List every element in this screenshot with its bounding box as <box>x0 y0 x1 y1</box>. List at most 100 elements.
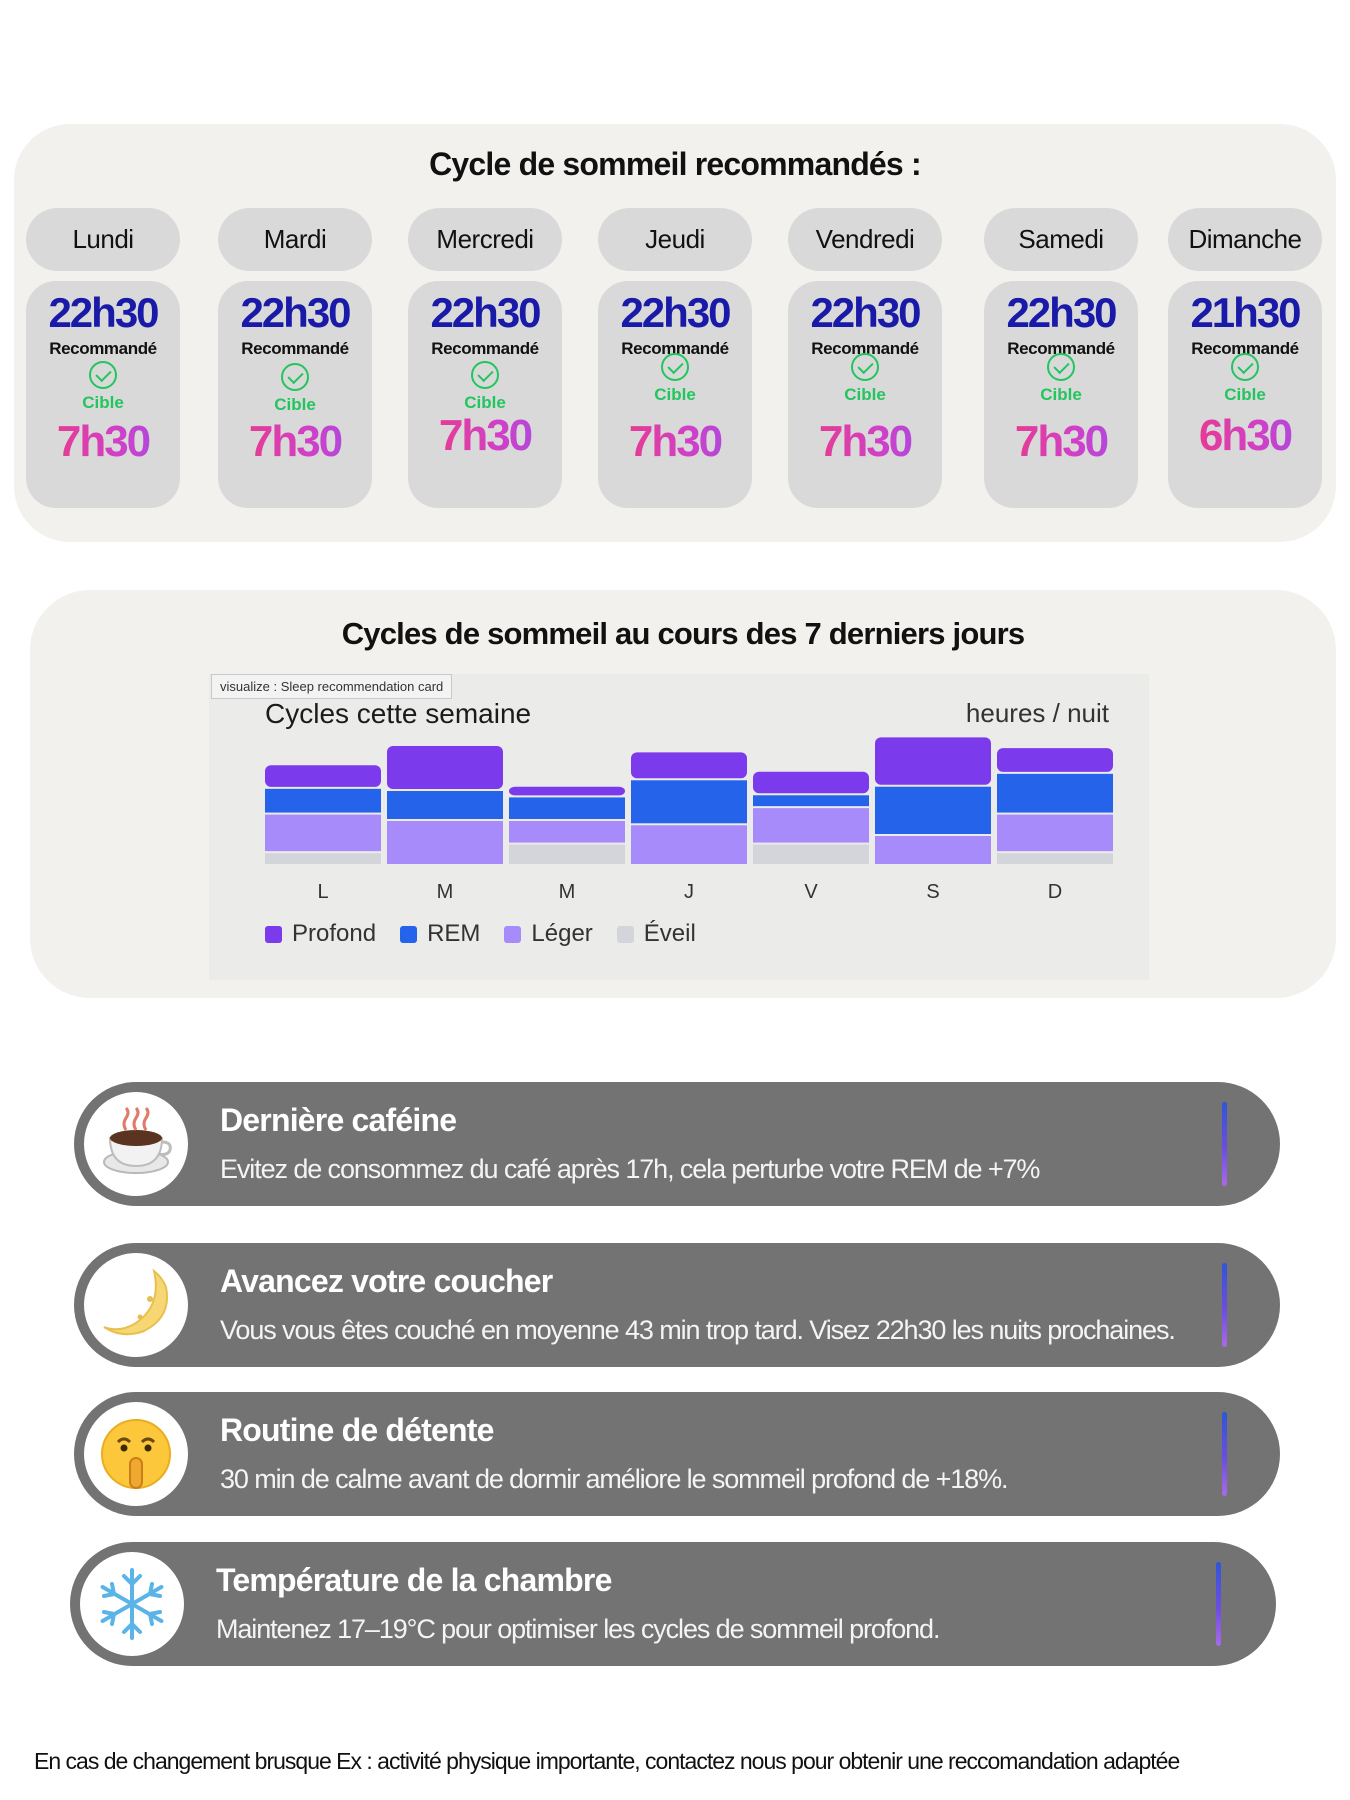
legend-label: Profond <box>292 920 377 947</box>
bar-segment-léger <box>631 825 747 864</box>
legend-label: Léger <box>531 920 593 947</box>
day-card: 22h30 Recommandé Cible 7h30 <box>408 281 562 508</box>
check-circle-icon <box>471 361 499 389</box>
day-card: 22h30 Recommandé Cible 7h30 <box>218 281 372 508</box>
bar-segment-rem <box>753 795 869 807</box>
tip-accent-bar <box>1216 1562 1221 1646</box>
tip-card-temperature[interactable]: Température de la chambre Maintenez 17–1… <box>70 1542 1276 1666</box>
x-tick-label: S <box>926 881 939 903</box>
day-card: 22h30 Recommandé Cible 7h30 <box>26 281 180 508</box>
bedtime-label: Recommandé <box>431 339 539 358</box>
bedtime-value: 22h30 <box>620 289 731 336</box>
bar-segment-léger <box>265 814 381 852</box>
bar-segment-rem <box>265 788 381 813</box>
bedtime-label: Recommandé <box>1007 339 1115 358</box>
bedtime-value: 22h30 <box>810 289 921 336</box>
bar-segment-léger <box>875 836 991 864</box>
day-card: 21h30 Recommandé Cible 6h30 <box>1168 281 1322 508</box>
day-column-samedi[interactable]: Samedi 22h30 Recommandé Cible 7h30 <box>984 208 1138 508</box>
bar-segment-rem <box>509 797 625 819</box>
bar-segment-profond <box>875 737 991 785</box>
check-circle-icon <box>89 361 117 389</box>
tip-icon-wrap <box>84 1092 188 1196</box>
bar-segment-léger <box>997 814 1113 852</box>
bedtime-label: Recommandé <box>49 339 157 358</box>
target-label: Cible <box>464 393 506 412</box>
shushing-face-icon <box>101 1419 171 1489</box>
x-tick-label: M <box>437 881 454 903</box>
day-card: 22h30 Recommandé Cible 7h30 <box>788 281 942 508</box>
check-circle-icon <box>1047 353 1075 381</box>
bedtime-value: 22h30 <box>48 289 159 336</box>
legend-item-leger: Léger <box>504 920 593 948</box>
coffee-cup-icon <box>103 1106 172 1174</box>
tip-title: Avancez votre coucher <box>220 1263 553 1299</box>
tip-text: Evitez de consommez du café après 17h, c… <box>220 1154 1040 1184</box>
day-column-jeudi[interactable]: Jeudi 22h30 Recommandé Cible 7h30 <box>598 208 752 508</box>
legend-swatch <box>265 925 282 943</box>
tip-card-caffeine[interactable]: Dernière caféine Evitez de consommez du … <box>74 1082 1280 1206</box>
tip-text: Vous vous êtes couché en moyenne 43 min … <box>220 1315 1176 1345</box>
check-circle-icon <box>281 363 309 391</box>
day-pill[interactable]: Dimanche <box>1168 208 1322 271</box>
day-column-mercredi[interactable]: Mercredi 22h30 Recommandé Cible 7h30 <box>408 208 562 508</box>
day-card: 22h30 Recommandé Cible 7h30 <box>598 281 752 508</box>
chart-title: Cycles cette semaine <box>265 698 532 729</box>
tip-accent-bar <box>1222 1263 1227 1347</box>
tip-icon-wrap <box>84 1402 188 1506</box>
tip-title: Routine de détente <box>220 1412 494 1448</box>
legend-item-eveil: Éveil <box>616 920 696 948</box>
bar-segment-rem <box>997 773 1113 813</box>
target-label: Cible <box>654 385 696 404</box>
tip-card-bedtime[interactable]: Avancez votre coucher Vous vous êtes cou… <box>74 1243 1280 1367</box>
bedtime-value: 21h30 <box>1190 289 1301 336</box>
target-duration: 7h30 <box>598 417 752 467</box>
tip-text: Maintenez 17–19°C pour optimiser les cyc… <box>216 1614 940 1644</box>
day-pill[interactable]: Mercredi <box>408 208 562 271</box>
day-pill[interactable]: Mardi <box>218 208 372 271</box>
recommended-cycles-panel: Cycle de sommeil recommandés : Lundi 22h… <box>14 124 1336 542</box>
legend-label: Éveil <box>643 920 696 947</box>
bar-segment-éveil <box>265 853 381 864</box>
tip-card-relax[interactable]: Routine de détente 30 min de calme avant… <box>74 1392 1280 1516</box>
target-duration: 7h30 <box>218 417 372 467</box>
legend-swatch <box>400 925 418 943</box>
target-label: Cible <box>1224 385 1266 404</box>
chart-unit-label: heures / nuit <box>965 698 1109 728</box>
target-label: Cible <box>274 395 316 414</box>
check-circle-icon <box>851 353 879 381</box>
day-pill[interactable]: Vendredi <box>788 208 942 271</box>
tip-accent-bar <box>1222 1412 1227 1496</box>
x-tick-label: J <box>684 881 694 903</box>
snowflake-icon <box>100 1568 164 1640</box>
x-tick-label: M <box>559 881 576 903</box>
day-column-vendredi[interactable]: Vendredi 22h30 Recommandé Cible 7h30 <box>788 208 942 508</box>
target-duration: 7h30 <box>984 417 1138 467</box>
weekly-cycles-chart: L M M J V S D Cycles cette semaine heures / nu… <box>209 674 1149 980</box>
legend-swatch <box>616 925 634 943</box>
day-pill[interactable]: Jeudi <box>598 208 752 271</box>
target-label: Cible <box>844 385 886 404</box>
target-duration: 7h30 <box>788 417 942 467</box>
day-column-lundi[interactable]: Lundi 22h30 Recommandé Cible 7h30 <box>26 208 180 508</box>
bar-segment-rem <box>387 791 503 819</box>
visualize-tooltip: visualize : Sleep recommendation card <box>211 674 453 699</box>
bedtime-value: 22h30 <box>240 289 351 336</box>
legend-item-profond: Profond <box>265 920 376 948</box>
check-circle-icon <box>1231 353 1259 381</box>
bar-segment-rem <box>875 786 991 834</box>
target-label: Cible <box>1040 385 1082 404</box>
day-pill[interactable]: Lundi <box>26 208 180 271</box>
x-tick-label: D <box>1048 881 1062 903</box>
bar-segment-éveil <box>509 844 625 864</box>
bar-segment-profond <box>631 752 747 779</box>
bar-segment-léger <box>509 821 625 843</box>
bar-segment-profond <box>387 746 503 789</box>
tip-accent-bar <box>1222 1102 1227 1186</box>
day-column-mardi[interactable]: Mardi 22h30 Recommandé Cible 7h30 <box>218 208 372 508</box>
day-pill[interactable]: Samedi <box>984 208 1138 271</box>
x-tick-label: L <box>317 881 328 903</box>
legend-label: REM <box>427 920 481 947</box>
sleep-history-panel: Cycles de sommeil au cours des 7 dernier… <box>30 590 1336 998</box>
day-column-dimanche[interactable]: Dimanche 21h30 Recommandé Cible 6h30 <box>1168 208 1322 508</box>
